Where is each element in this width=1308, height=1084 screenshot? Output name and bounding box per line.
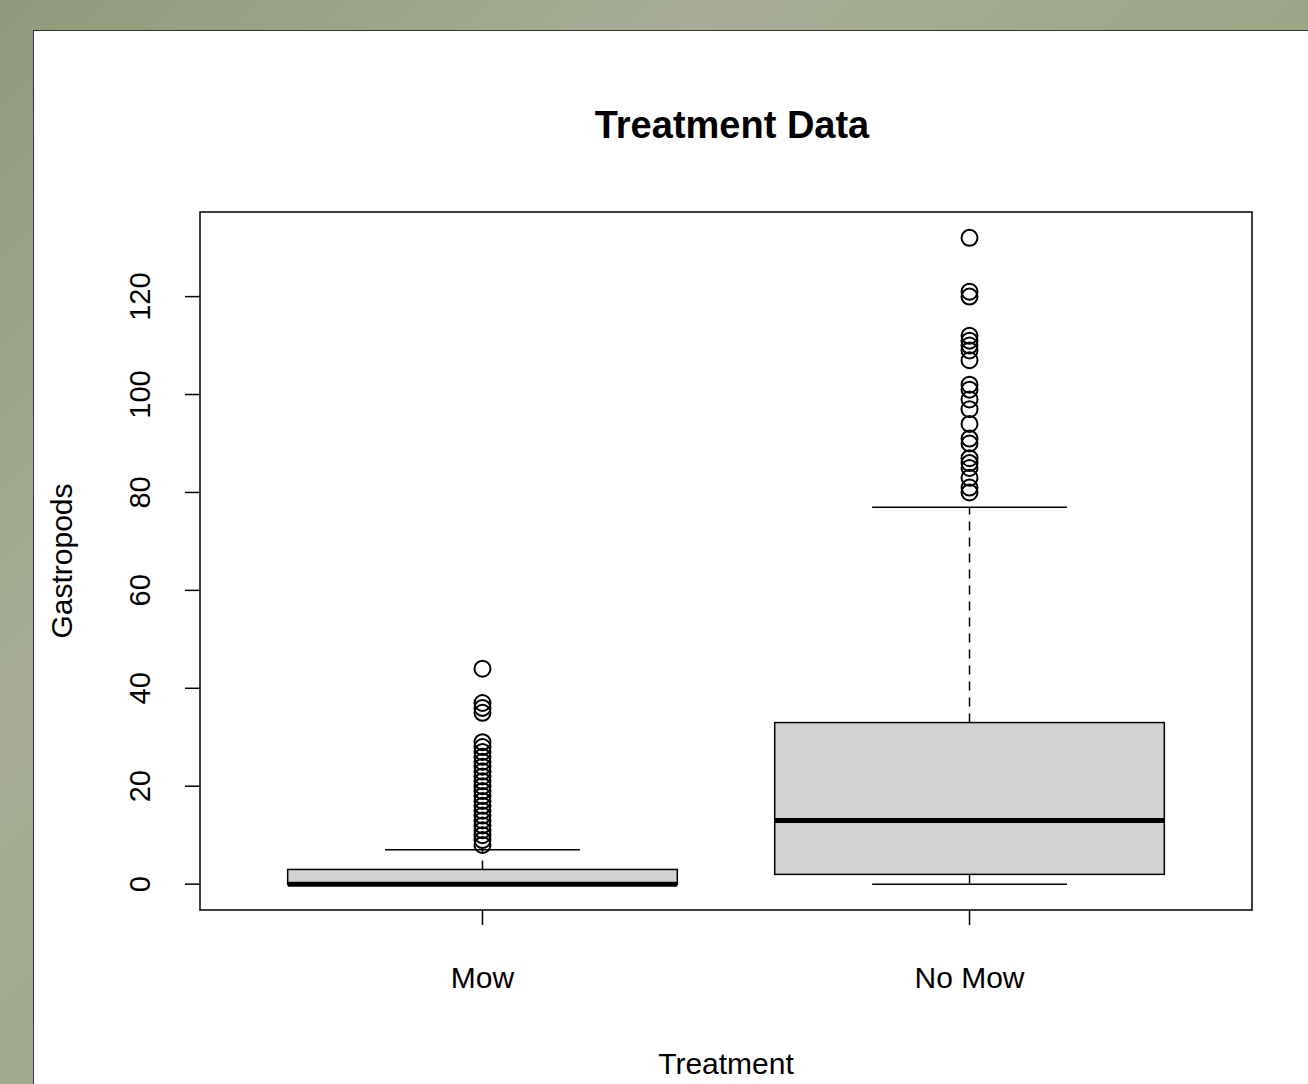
box — [288, 869, 678, 884]
title: Treatment Data — [595, 104, 870, 146]
x-tick-label: No Mow — [915, 961, 1025, 994]
plot-frame — [200, 212, 1252, 910]
y-tick — [185, 688, 200, 690]
outlier — [962, 284, 978, 300]
outlier — [962, 416, 978, 432]
outlier — [474, 661, 490, 677]
whisker-cap-lower — [872, 883, 1067, 885]
y-tick-label: 100 — [124, 370, 156, 418]
y-tick-label: 0 — [124, 876, 156, 892]
outlier — [962, 431, 978, 447]
x-tick-label: Mow — [451, 961, 515, 994]
x-tick — [482, 910, 484, 925]
y-tick-label: 80 — [124, 476, 156, 508]
y-tick-label: 60 — [124, 574, 156, 606]
whisker-cap-upper — [872, 506, 1067, 508]
outlier — [962, 480, 978, 496]
outlier — [962, 450, 978, 466]
x-axis-title: Treatment — [658, 1047, 794, 1080]
y-tick-label: 40 — [124, 672, 156, 704]
outlier — [962, 352, 978, 368]
outlier — [962, 230, 978, 246]
whisker-cap-upper — [385, 849, 580, 851]
median — [775, 818, 1165, 823]
y-tick — [185, 492, 200, 494]
y-axis-title: Gastropods — [45, 483, 78, 638]
box — [775, 723, 1165, 875]
panel — [33, 30, 1308, 1084]
y-tick-label: 120 — [124, 272, 156, 320]
y-tick — [185, 394, 200, 396]
y-tick — [185, 296, 200, 298]
median — [288, 882, 678, 887]
chart: Treatment Data 0 20 40 60 80 100 120 Mow No Mow Tr… — [0, 0, 1308, 1084]
x-tick — [969, 910, 971, 925]
whisker-lower — [969, 874, 971, 884]
outlier — [962, 377, 978, 393]
outlier — [962, 391, 978, 407]
y-tick-label: 20 — [124, 770, 156, 802]
y-tick — [185, 785, 200, 787]
y-tick — [185, 883, 200, 885]
whisker-upper — [969, 507, 971, 722]
outlier — [962, 328, 978, 344]
outlier — [962, 470, 978, 486]
outlier — [474, 734, 490, 750]
y-tick — [185, 590, 200, 592]
marks — [288, 230, 1165, 884]
outlier — [962, 401, 978, 417]
outlier — [474, 695, 490, 711]
